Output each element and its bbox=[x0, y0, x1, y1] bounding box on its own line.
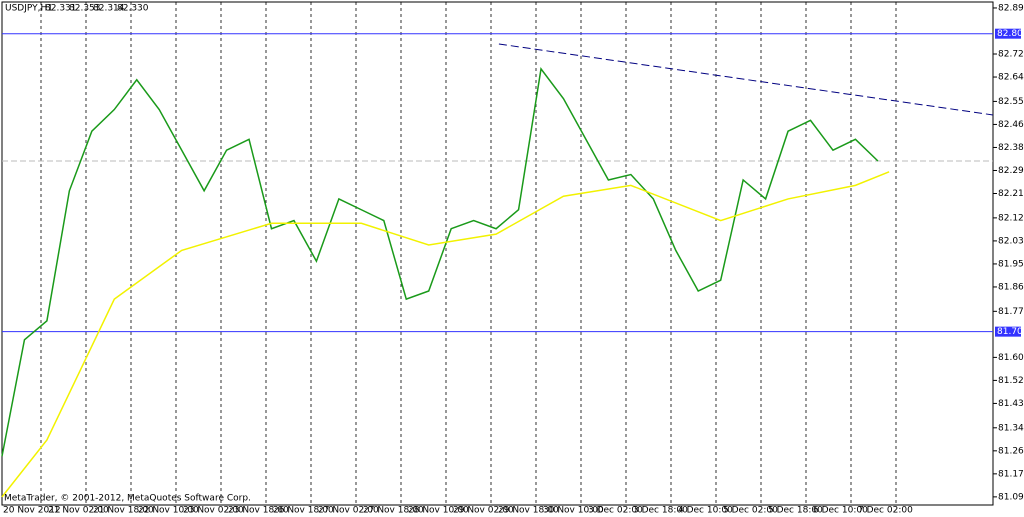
level-label-box bbox=[995, 28, 1021, 39]
x-tick-label: 30 Nov 10:00 bbox=[543, 506, 604, 516]
y-tick-label: 82.295 bbox=[998, 166, 1024, 176]
x-tick-label: 3 Dec 02:00 bbox=[588, 506, 643, 516]
y-tick-label: 82.120 bbox=[998, 213, 1024, 223]
x-tick-label: 27 Nov 02:00 bbox=[318, 506, 379, 516]
y-tick-label: 81.865 bbox=[998, 282, 1024, 292]
y-tick-label: 81.090 bbox=[998, 492, 1024, 502]
plot-frame bbox=[1, 1, 994, 506]
level-label-box bbox=[995, 326, 1021, 337]
x-tick-label: 5 Dec 02:00 bbox=[723, 506, 778, 516]
x-tick-label: 23 Nov 02:00 bbox=[183, 506, 244, 516]
x-tick-label: 7 Dec 02:00 bbox=[858, 506, 913, 516]
y-tick-label: 81.435 bbox=[998, 399, 1024, 409]
y-tick-label: 82.725 bbox=[998, 50, 1024, 60]
symbol: USDJPY,H1 bbox=[5, 4, 53, 14]
level-label: 82.800 bbox=[997, 29, 1024, 39]
ohlc-open: 82.331 bbox=[45, 4, 77, 14]
ohlc-high: 82.353 bbox=[69, 4, 101, 14]
copyright: MetaTrader, © 2001-2012, MetaQuotes Soft… bbox=[4, 494, 251, 504]
x-tick-label: 29 Nov 02:00 bbox=[453, 506, 514, 516]
y-tick-label: 81.605 bbox=[998, 353, 1024, 363]
y-tick-label: 82.380 bbox=[998, 143, 1024, 153]
y-tick-label: 81.345 bbox=[998, 423, 1024, 433]
y-tick-label: 81.950 bbox=[998, 259, 1024, 269]
x-tick-label: 3 Dec 18:00 bbox=[633, 506, 688, 516]
x-tick-label: 6 Dec 10:00 bbox=[813, 506, 868, 516]
y-tick-label: 82.210 bbox=[998, 189, 1024, 199]
x-tick-label: 23 Nov 18:00 bbox=[228, 506, 289, 516]
x-tick-label: 21 Nov 02:00 bbox=[48, 506, 109, 516]
x-tick-label: 5 Dec 18:00 bbox=[768, 506, 823, 516]
x-tick-label: 22 Nov 10:00 bbox=[138, 506, 199, 516]
ohlc-close: 82.330 bbox=[117, 4, 149, 14]
y-tick-label: 82.035 bbox=[998, 236, 1024, 246]
x-tick-label: 20 Nov 2012 bbox=[3, 506, 61, 516]
ohlc-low: 82.314 bbox=[93, 4, 125, 14]
y-tick-label: 82.550 bbox=[998, 97, 1024, 107]
y-tick-label: 81.775 bbox=[998, 307, 1024, 317]
y-tick-label: 81.175 bbox=[998, 469, 1024, 479]
y-tick-label: 81.520 bbox=[998, 376, 1024, 386]
y-tick-label: 82.64 bbox=[998, 73, 1024, 83]
level-label: 81.700 bbox=[997, 327, 1024, 337]
x-tick-label: 28 Nov 10:00 bbox=[408, 506, 469, 516]
price-line bbox=[1, 171, 890, 498]
y-tick-label: 82.465 bbox=[998, 120, 1024, 130]
y-tick-label: 82.895 bbox=[998, 3, 1024, 13]
x-tick-label: 27 Nov 18:00 bbox=[363, 506, 424, 516]
x-tick-label: 29 Nov 18:00 bbox=[498, 506, 559, 516]
y-tick-label: 81.260 bbox=[998, 446, 1024, 456]
x-tick-label: 4 Dec 10:00 bbox=[678, 506, 733, 516]
x-tick-label: 21 Nov 18:00 bbox=[93, 506, 154, 516]
x-tick-label: 26 Nov 18:00 bbox=[273, 506, 334, 516]
price-line bbox=[1, 67, 879, 457]
trendline bbox=[498, 43, 994, 116]
